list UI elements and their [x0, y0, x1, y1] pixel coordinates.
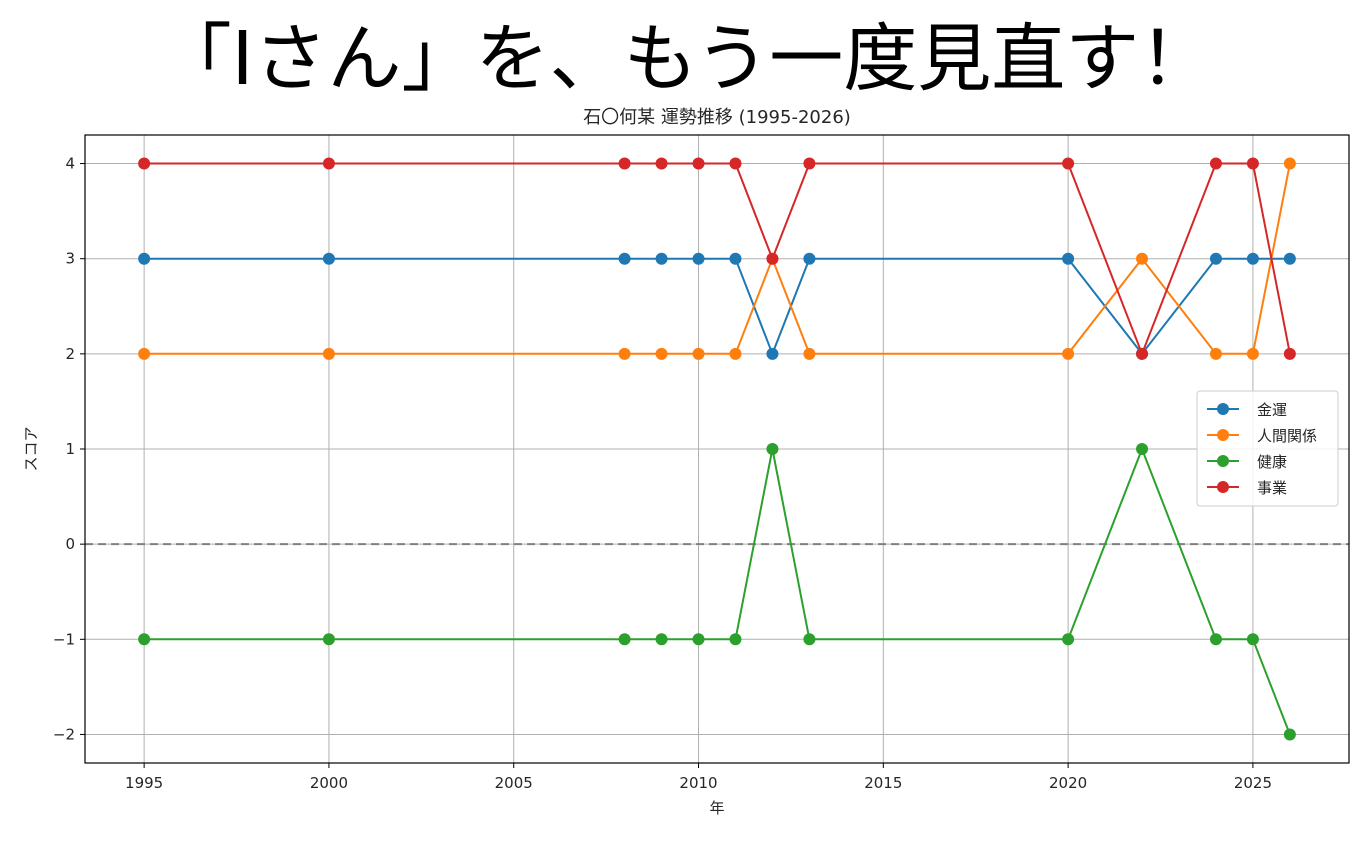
legend-entry-kinun: 金運 [1207, 401, 1287, 419]
data-point-kenko [729, 633, 742, 646]
legend-box [1196, 390, 1339, 507]
data-point-jigyo [1062, 157, 1075, 170]
data-point-kenko [618, 633, 631, 646]
data-point-ningen [1209, 347, 1222, 360]
series-jigyo [138, 157, 1296, 360]
data-point-kenko [655, 633, 668, 646]
data-point-jigyo [138, 157, 151, 170]
data-point-kenko [1246, 633, 1259, 646]
series-kinun [138, 252, 1296, 360]
data-point-jigyo [766, 252, 779, 265]
data-point-ningen [1246, 347, 1259, 360]
data-point-ningen [655, 347, 668, 360]
y-axis-label: スコア [22, 426, 40, 471]
data-point-kenko [692, 633, 705, 646]
grid-lines [85, 135, 1349, 763]
data-point-jigyo [618, 157, 631, 170]
data-point-kenko [322, 633, 335, 646]
legend-label-ningen: 人間関係 [1257, 427, 1317, 445]
y-tick-label: −1 [53, 630, 75, 648]
legend-label-kenko: 健康 [1257, 453, 1287, 471]
data-point-kinun [729, 252, 742, 265]
x-tick-label: 2010 [679, 774, 717, 792]
x-tick-label: 2005 [495, 774, 533, 792]
data-point-ningen [1062, 347, 1075, 360]
data-point-ningen [618, 347, 631, 360]
data-point-ningen [803, 347, 816, 360]
legend-marker-kenko [1217, 455, 1229, 467]
legend-label-jigyo: 事業 [1257, 479, 1287, 497]
legend-entry-ningen: 人間関係 [1207, 427, 1317, 445]
x-tick-label: 2015 [864, 774, 902, 792]
data-point-ningen [1283, 157, 1296, 170]
y-tick-label: 2 [65, 345, 75, 363]
y-tick-label: −2 [53, 725, 75, 743]
legend-marker-jigyo [1217, 481, 1229, 493]
data-point-kenko [766, 443, 779, 455]
data-point-jigyo [1283, 347, 1296, 360]
data-point-kinun [322, 252, 335, 265]
data-point-kenko [1283, 728, 1296, 741]
data-point-kinun [692, 252, 705, 265]
data-point-kinun [138, 252, 151, 265]
data-point-kinun [1209, 252, 1222, 265]
legend-entry-jigyo: 事業 [1207, 479, 1287, 497]
chart-title: 石〇何某 運勢推移 (1995-2026) [583, 107, 851, 128]
y-tick-label: 1 [65, 440, 75, 458]
y-tick-label: 0 [65, 535, 75, 553]
x-tick-label: 1995 [125, 774, 163, 792]
data-point-jigyo [1246, 157, 1259, 170]
data-point-kinun [766, 347, 779, 360]
data-point-jigyo [803, 157, 816, 170]
data-point-kenko [138, 633, 151, 646]
data-point-kenko [803, 633, 816, 646]
x-axis-label: 年 [709, 799, 724, 817]
series-lines [138, 157, 1296, 741]
data-point-kinun [1062, 252, 1075, 265]
data-point-jigyo [692, 157, 705, 170]
series-line-kenko [144, 448, 1291, 735]
data-point-ningen [138, 347, 151, 360]
data-point-ningen [729, 347, 742, 360]
data-point-kenko [1136, 443, 1149, 455]
data-point-jigyo [1136, 347, 1149, 360]
data-point-ningen [692, 347, 705, 360]
data-point-kinun [618, 252, 631, 265]
series-kenko [138, 443, 1296, 741]
page-banner-title: 「Iさん」を、もう一度見直す！ [157, 16, 1214, 102]
series-line-kinun [144, 257, 1290, 355]
y-tick-label: 4 [65, 155, 75, 173]
legend-entry-kenko: 健康 [1207, 453, 1287, 471]
data-point-kinun [803, 252, 816, 265]
x-tick-label: 2000 [310, 774, 348, 792]
x-tick-label: 2020 [1049, 774, 1087, 792]
data-point-kinun [655, 252, 668, 265]
data-point-jigyo [322, 157, 335, 170]
data-point-ningen [322, 347, 335, 360]
y-axis: −2 −1 0 1 2 3 4 [53, 155, 85, 743]
data-point-kenko [1209, 633, 1222, 646]
data-point-kinun [1283, 252, 1296, 265]
data-point-jigyo [729, 157, 742, 170]
y-tick-label: 3 [65, 250, 75, 268]
data-point-ningen [1136, 252, 1149, 265]
data-point-jigyo [1209, 157, 1222, 170]
x-axis: 1995 2000 2005 2010 2015 2020 2025 [125, 763, 1272, 792]
legend-marker-ningen [1217, 429, 1229, 441]
x-tick-label: 2025 [1234, 774, 1272, 792]
data-point-kenko [1062, 633, 1075, 646]
data-point-jigyo [655, 157, 668, 170]
data-point-kinun [1246, 252, 1259, 265]
legend-label-kinun: 金運 [1257, 401, 1287, 419]
legend-marker-kinun [1217, 403, 1229, 415]
